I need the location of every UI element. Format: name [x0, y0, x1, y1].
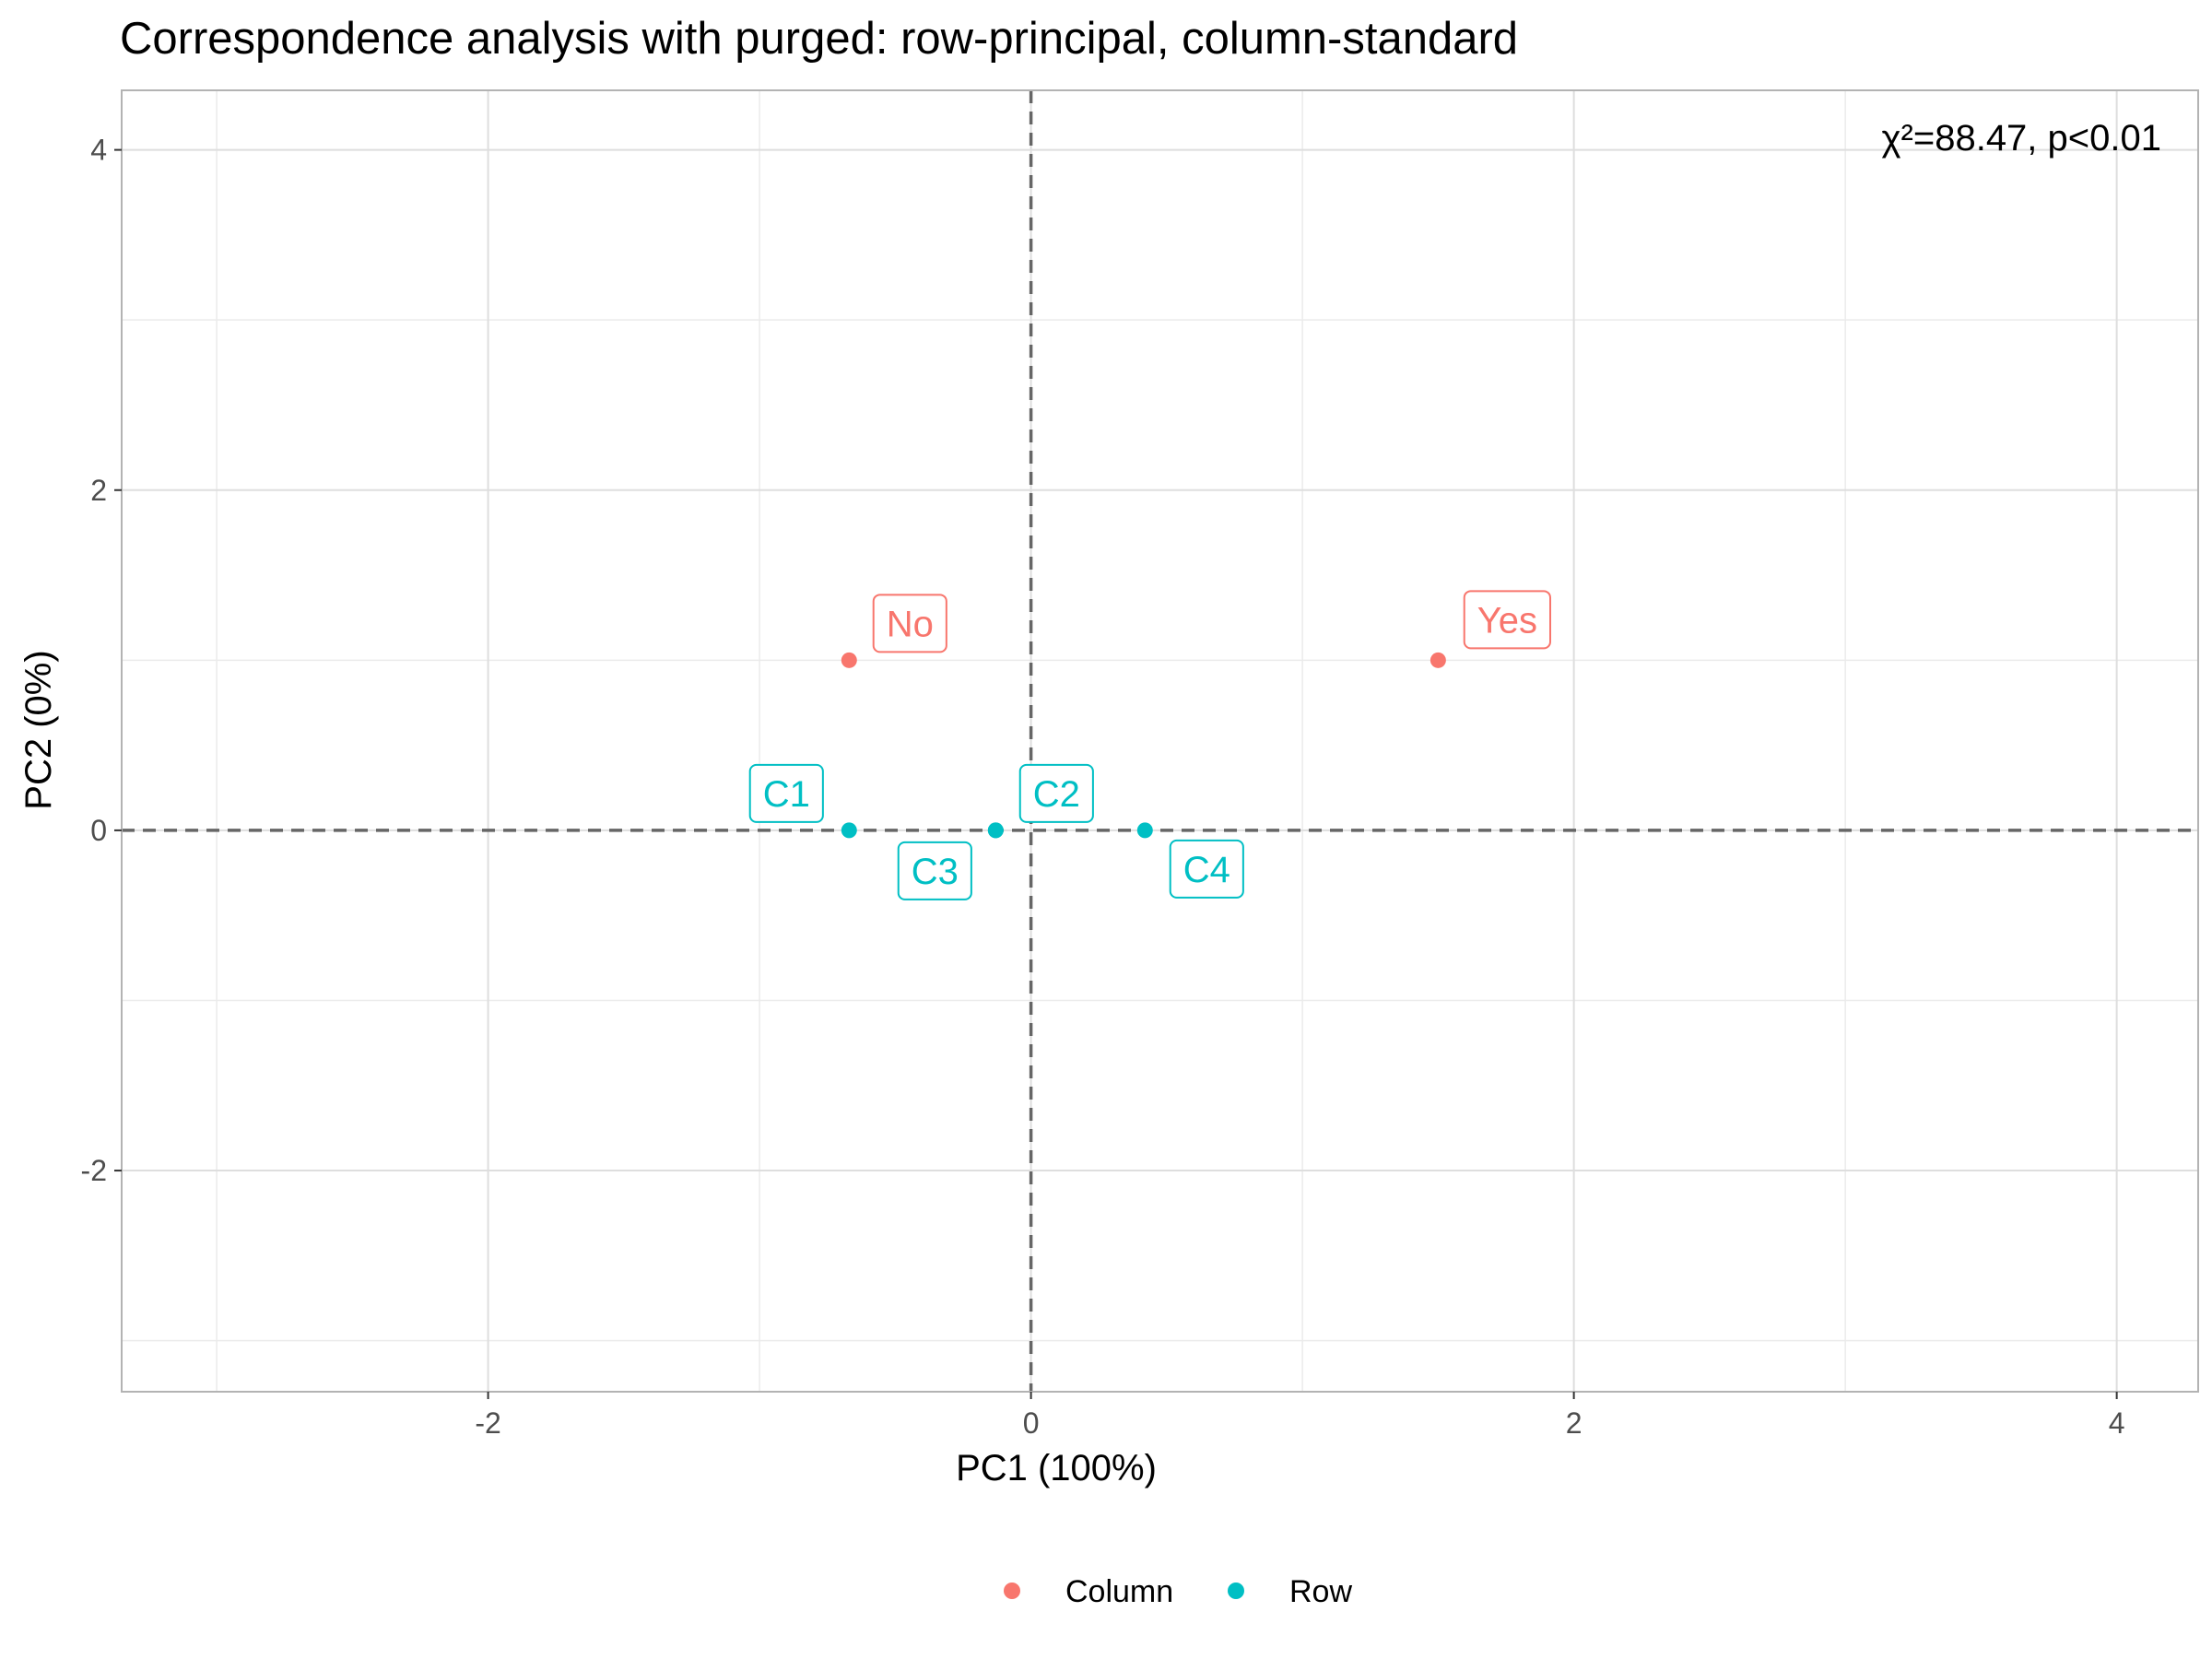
label-c2: C2 — [1018, 763, 1094, 823]
label-c3: C3 — [897, 841, 972, 900]
point-no — [841, 652, 857, 668]
y-tick-label: 4 — [90, 134, 107, 167]
label-text-c4: C4 — [1183, 850, 1230, 890]
legend-key-row — [1228, 1583, 1244, 1599]
label-c1: C1 — [748, 763, 824, 823]
point-c4 — [1136, 822, 1153, 839]
x-tick-label: 2 — [1566, 1406, 1583, 1440]
x-tick-label: 0 — [1023, 1406, 1040, 1440]
label-box-c3 — [897, 841, 972, 900]
data-points — [841, 652, 1446, 839]
x-tick-label: 4 — [2109, 1406, 2125, 1440]
legend-label-column: Column — [1065, 1574, 1173, 1609]
label-box-no — [872, 594, 947, 653]
point-yes — [1430, 652, 1446, 668]
chi-square-annotation: χ²=88.47, p<0.01 — [1882, 118, 2161, 159]
point-labels: No Yes C1 C2 C3 C4 — [748, 590, 1552, 900]
label-yes: Yes — [1463, 590, 1552, 650]
minor-grid — [122, 90, 2198, 1392]
plot-panel-border — [121, 89, 2199, 1393]
label-no: No — [872, 594, 947, 653]
reference-lines — [122, 90, 2198, 1392]
label-c4: C4 — [1169, 839, 1244, 899]
y-axis-title: PC2 (0%) — [18, 650, 59, 809]
x-tick-label: -2 — [475, 1406, 500, 1440]
legend-label-row: Row — [1289, 1574, 1352, 1609]
label-text-c2: C2 — [1033, 774, 1080, 815]
label-text-no: No — [887, 604, 934, 644]
point-c3 — [987, 822, 1004, 839]
label-box-c4 — [1169, 839, 1244, 899]
label-box-c2 — [1018, 763, 1094, 823]
x-axis-ticks: -2 0 2 4 — [475, 1392, 2125, 1440]
y-tick-label: 2 — [90, 474, 107, 507]
legend-key-column — [1004, 1583, 1020, 1599]
x-axis-title: PC1 (100%) — [956, 1448, 1157, 1488]
label-text-yes: Yes — [1477, 600, 1537, 641]
legend: Column Row — [1004, 1574, 1352, 1609]
chart-title: Correspondence analysis with purged: row… — [120, 14, 1518, 64]
y-tick-label: -2 — [81, 1154, 107, 1187]
y-axis-ticks: -2 0 2 4 — [81, 134, 122, 1187]
y-tick-label: 0 — [90, 814, 107, 847]
label-box-c1 — [748, 763, 824, 823]
label-text-c3: C3 — [912, 852, 959, 892]
point-c1 — [841, 822, 857, 839]
label-box-yes — [1463, 590, 1552, 650]
label-text-c1: C1 — [763, 774, 810, 815]
